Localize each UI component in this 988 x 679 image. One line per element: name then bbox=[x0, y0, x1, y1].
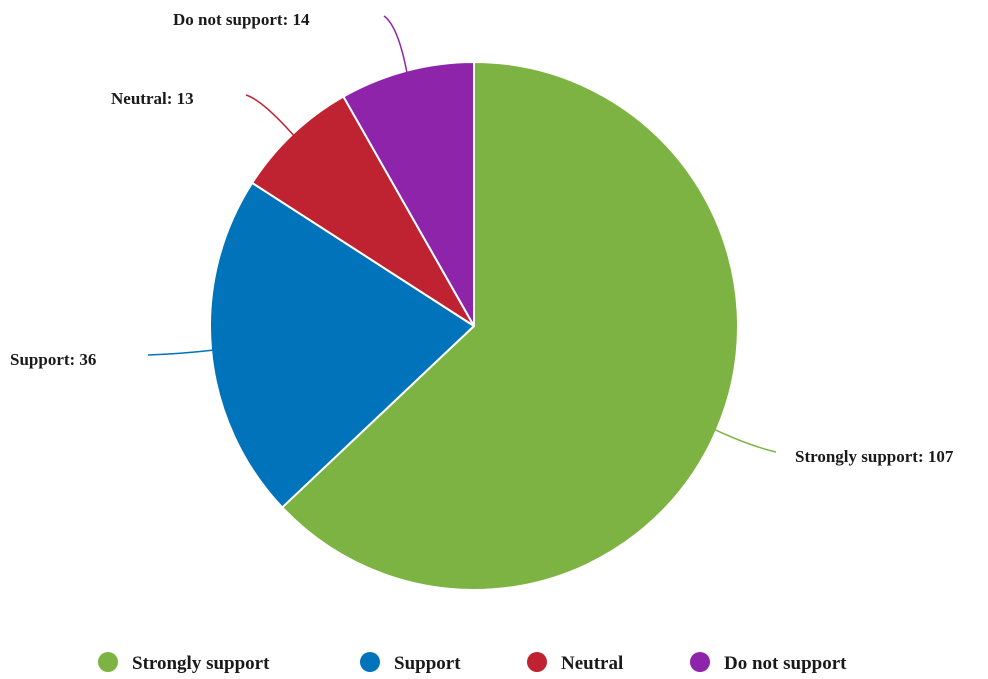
leader-line-support bbox=[147, 349, 214, 356]
leader-lines bbox=[147, 15, 777, 453]
legend-label-support: Support bbox=[394, 653, 461, 674]
data-label-support: Support: 36 bbox=[10, 350, 96, 369]
legend-item-support[interactable]: Support bbox=[360, 652, 461, 674]
legend-label-do-not-support: Do not support bbox=[724, 653, 847, 674]
leader-line-neutral bbox=[245, 94, 295, 137]
legend-item-strongly-support[interactable]: Strongly support bbox=[98, 652, 270, 674]
legend: Strongly support Support Neutral Do not … bbox=[98, 652, 847, 674]
legend-item-do-not-support[interactable]: Do not support bbox=[690, 652, 847, 674]
legend-marker-neutral bbox=[527, 652, 547, 672]
data-label-strongly-support: Strongly support: 107 bbox=[795, 447, 954, 466]
legend-item-neutral[interactable]: Neutral bbox=[527, 652, 623, 674]
data-label-neutral: Neutral: 13 bbox=[111, 89, 194, 108]
leader-line-do-not-support bbox=[383, 15, 408, 73]
pie-slices bbox=[209, 61, 739, 591]
legend-label-strongly-support: Strongly support bbox=[132, 653, 270, 674]
data-label-do-not-support: Do not support: 14 bbox=[173, 10, 310, 29]
legend-marker-support bbox=[360, 652, 380, 672]
leader-line-strongly-support bbox=[714, 428, 777, 453]
legend-marker-strongly-support bbox=[98, 652, 118, 672]
legend-marker-do-not-support bbox=[690, 652, 710, 672]
data-labels: Strongly support: 107 Support: 36 Neutra… bbox=[10, 10, 954, 466]
legend-label-neutral: Neutral bbox=[561, 653, 623, 674]
